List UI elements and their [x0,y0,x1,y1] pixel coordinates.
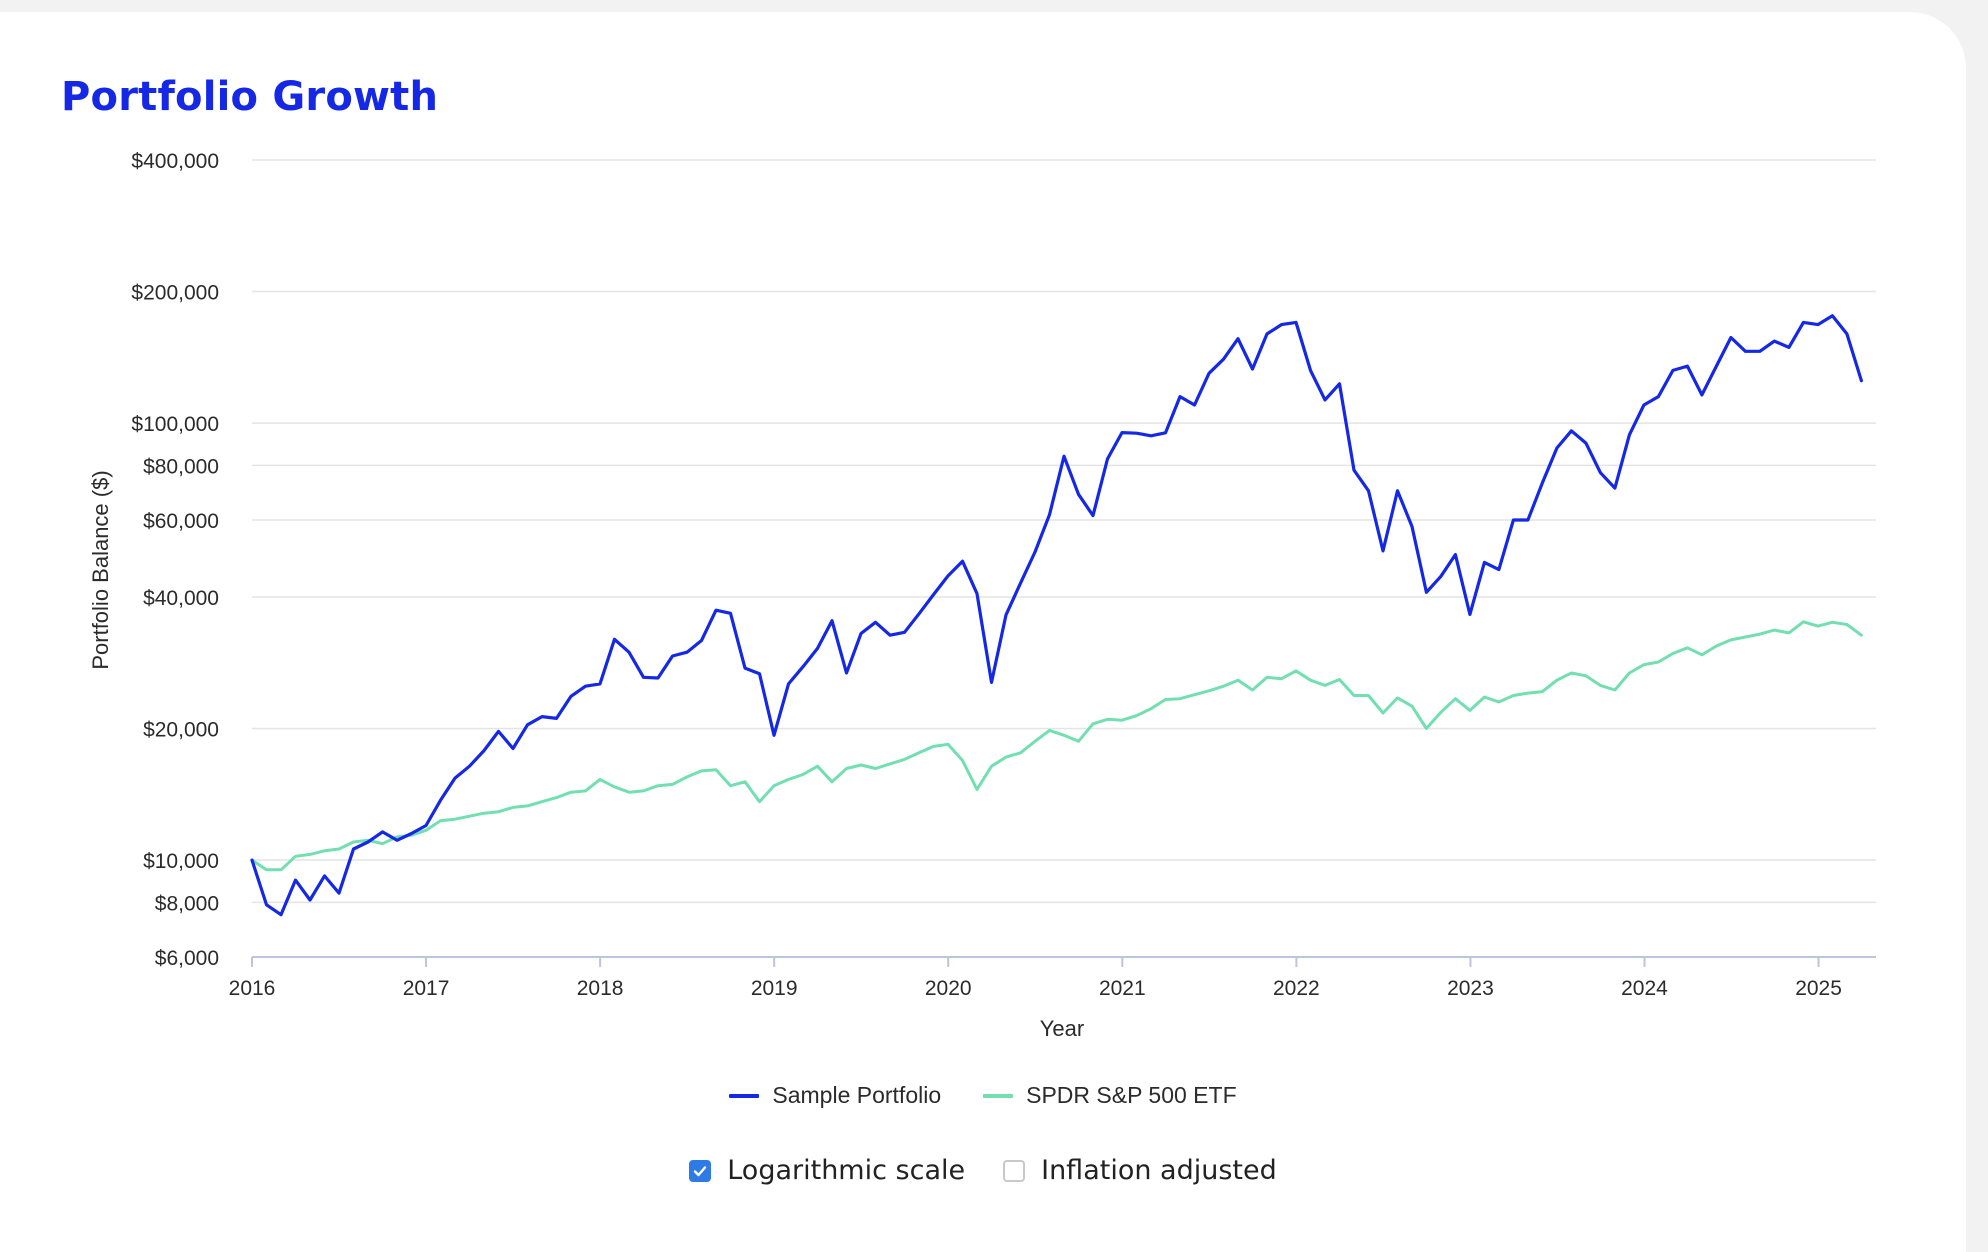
chart-series [250,314,1864,917]
y-axis-label: Portfolio Balance ($) [88,470,113,669]
portfolio-growth-chart: 2016 2017 2018 2019 2020 2021 2022 2023 2024 2025… [88,150,1876,1041]
y-tick-label: $200,000 [131,282,219,305]
x-axis: 2016 2017 2018 2019 2020 2021 2022 2023 2024 2025 [229,957,1842,1000]
x-tick-label: 2019 [751,977,798,1000]
legend-swatch-spdr-sp500 [983,1093,1014,1098]
x-tick-label: 2020 [925,977,972,1000]
inflation-adjusted-checkbox[interactable] [1003,1159,1026,1182]
logarithmic-scale-option[interactable]: Logarithmic scale [689,1155,965,1186]
inflation-adjusted-option[interactable]: Inflation adjusted [1003,1155,1277,1186]
x-tick-label: 2018 [577,977,624,1000]
y-tick-label: $400,000 [131,150,219,173]
y-axis: $6,000 $8,000 $10,000 $20,000 $40,000 $60,000… [131,150,219,970]
inflation-adjusted-label: Inflation adjusted [1041,1155,1277,1186]
x-tick-label: 2024 [1621,977,1668,1000]
x-tick-label: 2025 [1795,977,1842,1000]
y-tick-label: $10,000 [143,850,219,873]
page-title: Portfolio Growth [61,74,439,120]
legend-swatch-sample-portfolio [729,1093,760,1098]
x-axis-label: Year [1040,1016,1084,1041]
y-tick-label: $100,000 [131,413,219,436]
y-tick-label: $20,000 [143,719,219,742]
logarithmic-scale-checkbox[interactable] [689,1159,712,1182]
chart-options: Logarithmic scale Inflation adjusted [0,1155,1966,1186]
chart-grid [252,159,1876,958]
y-tick-label: $8,000 [155,892,219,915]
legend-label-sample-portfolio: Sample Portfolio [772,1082,942,1108]
x-tick-label: 2017 [403,977,450,1000]
x-tick-label: 2022 [1273,977,1320,1000]
chart-legend: Sample Portfolio SPDR S&P 500 ETF [0,1082,1966,1109]
x-tick-label: 2021 [1099,977,1146,1000]
y-tick-label: $40,000 [143,587,219,610]
legend-label-spdr-sp500: SPDR S&P 500 ETF [1026,1082,1237,1108]
portfolio-growth-card: Portfolio Growth 2016 2017 2018 2019 2020 202… [0,12,1966,1252]
legend-item-sample-portfolio[interactable]: Sample Portfolio [729,1082,941,1109]
legend-item-spdr-sp500[interactable]: SPDR S&P 500 ETF [983,1082,1237,1109]
y-tick-label: $60,000 [143,510,219,533]
y-tick-label: $80,000 [143,455,219,478]
y-tick-label: $6,000 [155,947,219,970]
checkmark-icon [694,1165,707,1176]
logarithmic-scale-label: Logarithmic scale [727,1155,966,1186]
x-tick-label: 2023 [1447,977,1494,1000]
series-line-spdr-sp500[interactable] [250,620,1863,872]
x-tick-label: 2016 [229,977,276,1000]
series-line-sample-portfolio[interactable] [250,314,1864,917]
